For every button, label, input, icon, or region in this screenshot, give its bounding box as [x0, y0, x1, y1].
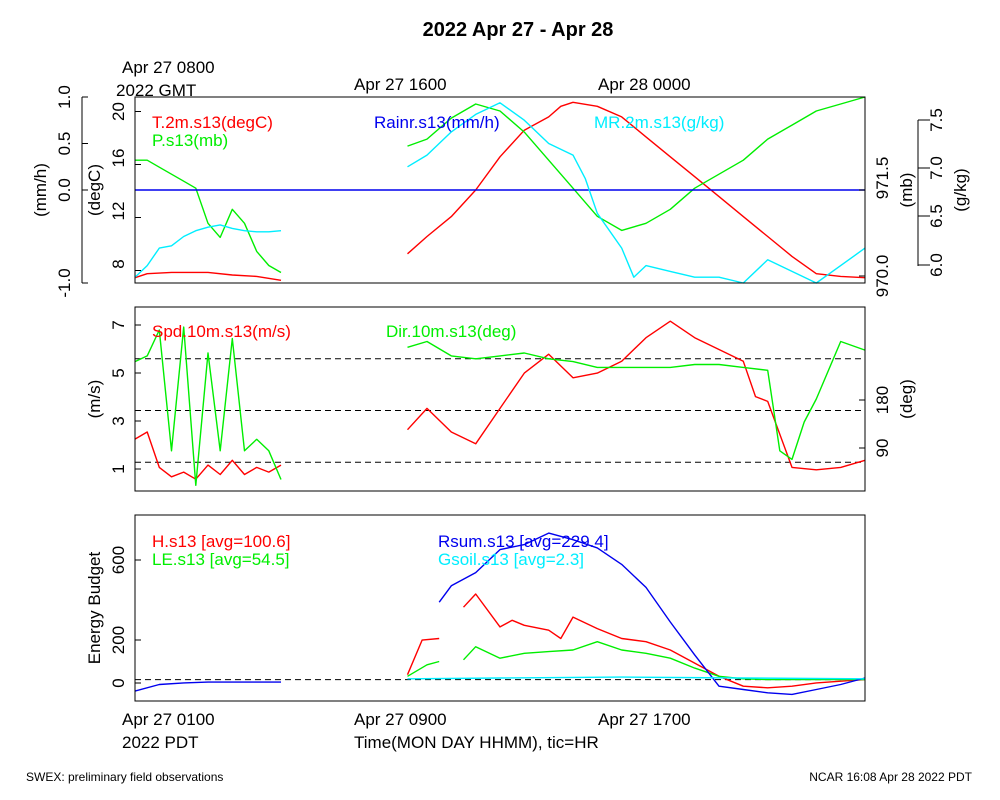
- bottom-time-label-3: Apr 27 1700: [598, 710, 691, 729]
- speed-tick-label: 7: [109, 320, 128, 329]
- pressure-axis-label: (mb): [897, 173, 916, 208]
- mr-axis-label: (g/kg): [951, 168, 970, 211]
- temp-axis-label: (degC): [85, 164, 104, 216]
- series-line-rsum-2: [438, 532, 866, 696]
- legend-pressure: P.s13(mb): [152, 131, 228, 150]
- mr-tick-label: 7.5: [927, 108, 946, 132]
- direction-tick-label: 90: [873, 439, 892, 458]
- top-time-label-3: Apr 28 0000: [598, 75, 691, 94]
- rain-tick-label: 1.0: [55, 85, 74, 109]
- top-time-label-2: Apr 27 1600: [354, 75, 447, 94]
- state-panel: -1.0 0.0 0.5 1.0 (mm/h) 8 12 16 20 (degC…: [31, 85, 970, 297]
- series-line-p-2: [407, 96, 866, 232]
- top-time-labels: Apr 27 0800 2022 GMT Apr 27 1600 Apr 28 …: [116, 58, 691, 100]
- energy-tick-label: 200: [109, 626, 128, 654]
- pressure-tick-label: 970.0: [873, 255, 892, 298]
- footer-right: NCAR 16:08 Apr 28 2022 PDT: [809, 770, 972, 784]
- speed-axis-label: (m/s): [85, 380, 104, 419]
- legend-mixing-ratio: MR.2m.s13(g/kg): [594, 113, 724, 132]
- x-axis-label: Time(MON DAY HHMM), tic=HR: [354, 733, 599, 752]
- series-line-dir-2: [407, 340, 866, 461]
- series-line-gsoil-1: [407, 676, 866, 680]
- top-time-label-1-year: 2022 GMT: [116, 81, 196, 100]
- legend-speed: Spd.10m.s13(m/s): [152, 322, 291, 341]
- rain-axis-label: (mm/h): [31, 163, 50, 217]
- energy-tick-label: 600: [109, 546, 128, 574]
- energy-panel-frame: [134, 514, 866, 702]
- pressure-tick-label: 971.5: [873, 157, 892, 200]
- legend-h: H.s13 [avg=100.6]: [152, 532, 290, 551]
- top-time-label-1: Apr 27 0800: [122, 58, 215, 77]
- rain-tick-label: -1.0: [55, 268, 74, 297]
- legend-temperature: T.2m.s13(degC): [152, 113, 273, 132]
- bottom-time-labels: Apr 27 0100 2022 PDT Apr 27 0900 Apr 27 …: [122, 710, 691, 752]
- bottom-time-label-1: Apr 27 0100: [122, 710, 215, 729]
- wind-series: [134, 320, 866, 486]
- rain-tick-label: 0.5: [55, 132, 74, 156]
- legend-rain: Rainr.s13(mm/h): [374, 113, 500, 132]
- mr-tick-label: 6.0: [927, 253, 946, 277]
- series-line-h-2: [462, 593, 866, 689]
- series-line-spd-1: [134, 431, 282, 480]
- wind-panel-frame: [134, 306, 866, 492]
- energy-tick-label: 0: [109, 678, 128, 687]
- legend-gsoil: Gsoil.s13 [avg=2.3]: [438, 550, 584, 569]
- energy-axis-label: Energy Budget: [85, 551, 104, 664]
- wind-panel: 1 3 5 7 (m/s) 90 180 (deg) Spd.10m.s13(m…: [85, 306, 916, 492]
- series-line-mr-1: [134, 224, 282, 278]
- legend-rsum: Rsum.s13 [avg=229.4]: [438, 532, 609, 551]
- mr-tick-label: 7.0: [927, 156, 946, 180]
- series-line-t-2: [407, 101, 866, 279]
- energy-series: [134, 532, 866, 696]
- direction-axis-label: (deg): [897, 379, 916, 419]
- temp-tick-label: 12: [109, 202, 128, 221]
- footer-left: SWEX: preliminary field observations: [26, 770, 223, 784]
- temp-tick-label: 16: [109, 149, 128, 168]
- figure-title: 2022 Apr 27 - Apr 28: [423, 19, 614, 41]
- direction-tick-label: 180: [873, 386, 892, 414]
- bottom-time-label-1-year: 2022 PDT: [122, 733, 199, 752]
- legend-le: LE.s13 [avg=54.5]: [152, 550, 290, 569]
- series-line-rsum-1: [134, 681, 281, 692]
- speed-tick-label: 5: [109, 368, 128, 377]
- energy-panel: 0 200 600 Energy Budget H.s13 [avg=100.6…: [85, 514, 866, 702]
- series-line-dir-1: [134, 326, 282, 486]
- speed-tick-label: 1: [109, 464, 128, 473]
- series-line-h-1: [406, 637, 440, 675]
- mr-tick-label: 6.5: [927, 204, 946, 228]
- series-line-t-1: [134, 271, 282, 281]
- temp-tick-label: 8: [109, 259, 128, 268]
- series-line-mr-2: [407, 102, 866, 284]
- bottom-time-label-2: Apr 27 0900: [354, 710, 447, 729]
- series-line-le-2: [462, 641, 865, 681]
- series-line-p-1: [135, 159, 282, 274]
- temp-tick-label: 20: [109, 102, 128, 121]
- series-line-le-1: [407, 660, 440, 677]
- rain-tick-label: 0.0: [55, 178, 74, 202]
- speed-tick-label: 3: [109, 416, 128, 425]
- state-series: [134, 96, 866, 284]
- legend-direction: Dir.10m.s13(deg): [386, 322, 516, 341]
- series-line-spd-2: [406, 320, 866, 471]
